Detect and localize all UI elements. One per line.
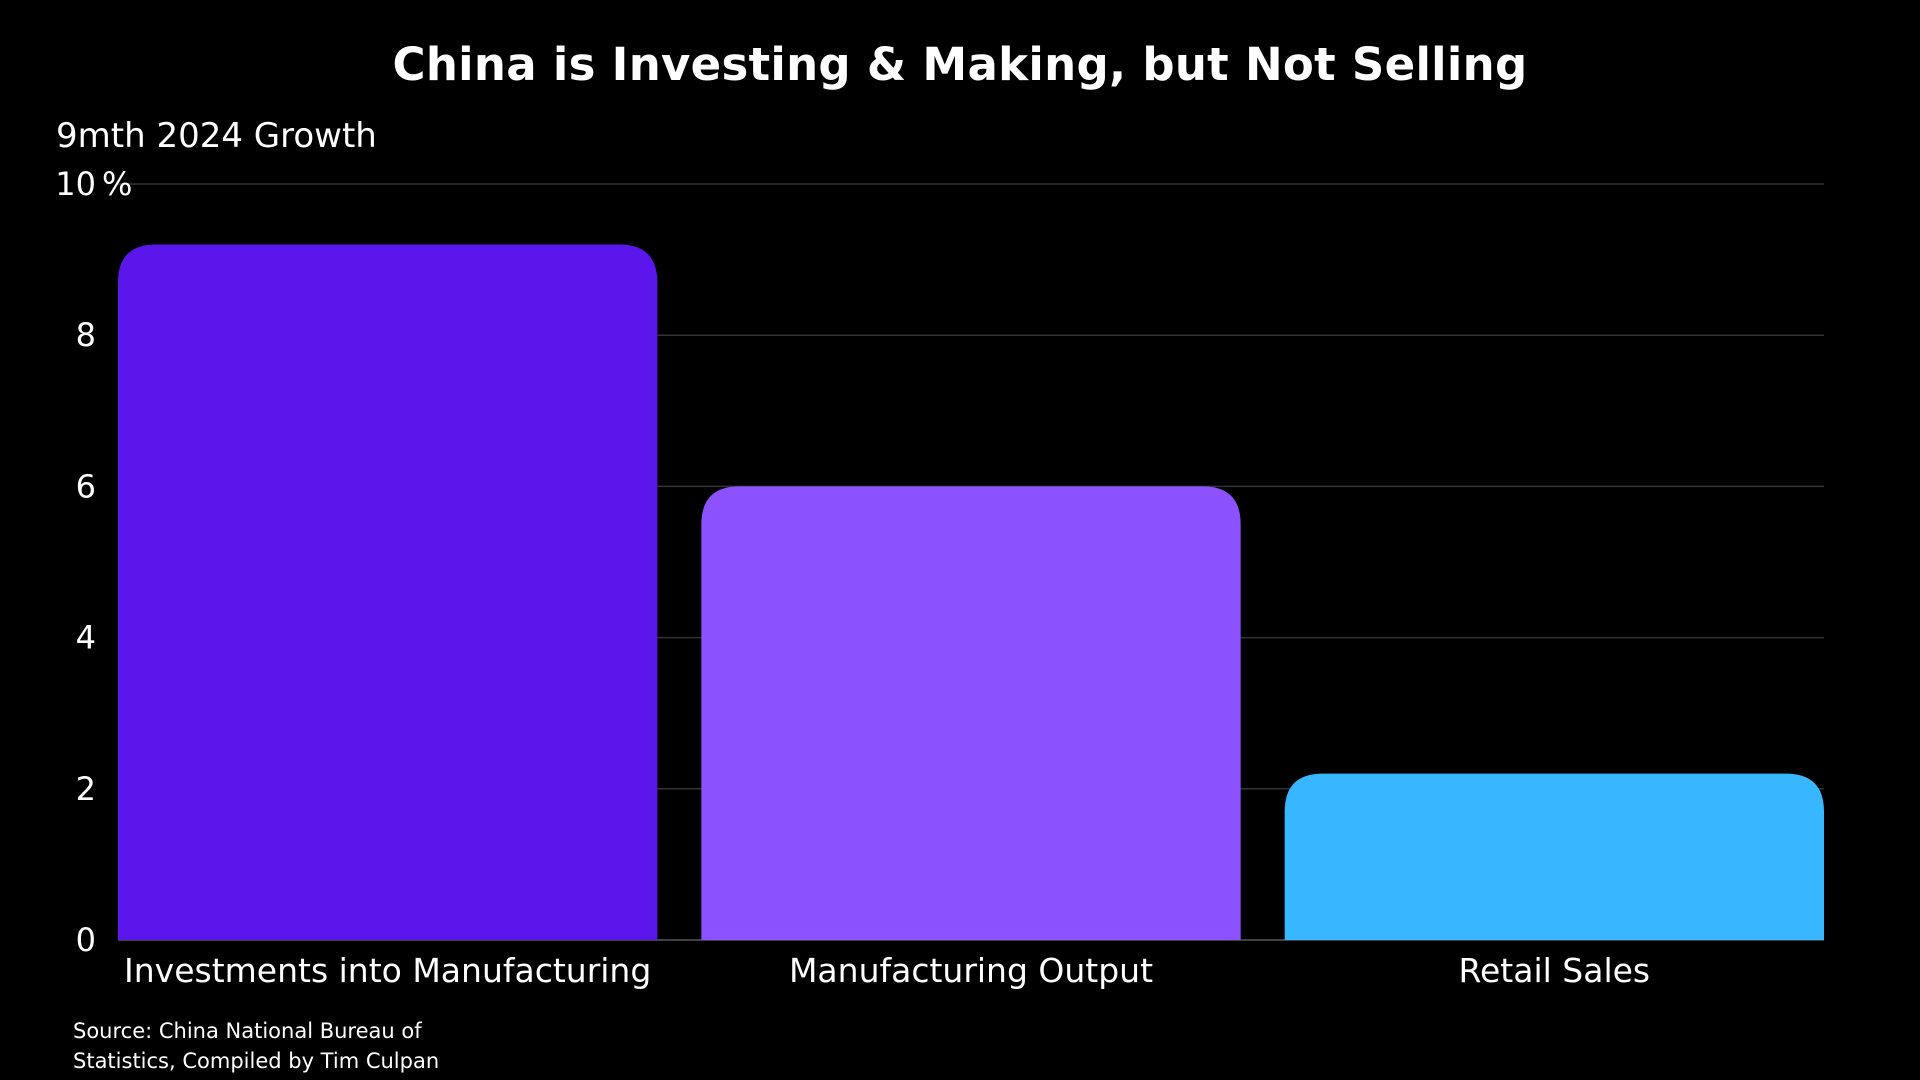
y-tick-label: 8 xyxy=(76,316,96,354)
y-tick-label: 6 xyxy=(76,467,96,505)
source-note: Source: China National Bureau of Statist… xyxy=(73,1019,440,1073)
y-tick-label: 0 xyxy=(76,921,96,959)
x-category-label: Manufacturing Output xyxy=(789,951,1153,990)
y-tick-label: 10 xyxy=(55,165,96,203)
y-axis-title: 9mth 2024 Growth xyxy=(56,116,377,156)
bar-manufacturing-output xyxy=(701,486,1241,940)
bars xyxy=(118,244,1824,941)
y-axis-ticks: 0 2 4 6 8 10% xyxy=(55,165,132,959)
x-axis-labels: Investments into Manufacturing Manufactur… xyxy=(124,951,1650,990)
chart-title: China is Investing & Making, but Not Sel… xyxy=(392,38,1528,91)
y-unit-label: % xyxy=(102,165,132,203)
y-tick-label: 2 xyxy=(76,770,96,808)
bar-retail-sales xyxy=(1284,773,1824,940)
y-tick-label: 4 xyxy=(76,619,96,657)
x-category-label: Retail Sales xyxy=(1459,951,1651,990)
bar-investments-into-manufacturing xyxy=(118,244,658,941)
x-category-label: Investments into Manufacturing xyxy=(124,951,651,990)
